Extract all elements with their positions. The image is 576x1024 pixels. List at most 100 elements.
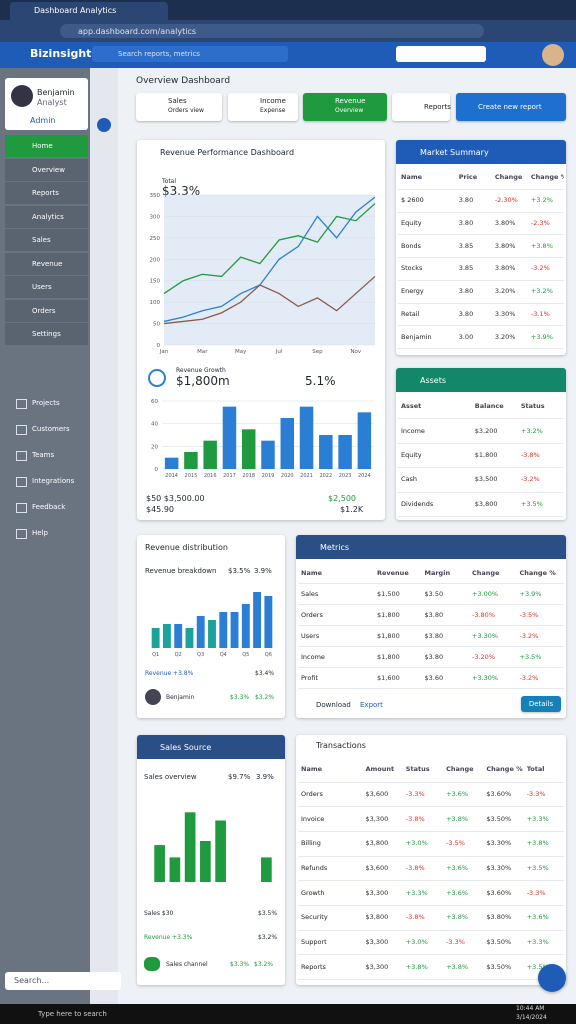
nav-item[interactable] [5,276,88,298]
table-cell: -3.5% [519,610,539,619]
table-cell: +3.0% [405,839,428,848]
taskbar-search[interactable]: Type here to search [38,1010,107,1018]
kpi: 3.9% [256,773,274,781]
table-cell: +3.6% [446,888,469,897]
bar [215,820,226,882]
table-cell: +3.5% [526,863,549,872]
table-cell: 3.85 [458,241,474,250]
nav-item[interactable] [5,158,88,181]
action-button[interactable] [392,93,450,121]
table-cell: +3.9% [530,332,553,341]
table-cell: -3.2% [520,475,540,484]
table-cell: 3.30% [494,309,516,318]
nav-item[interactable] [5,252,88,275]
action-button[interactable] [136,93,222,121]
link[interactable]: Download [316,701,351,709]
panel-title: Sales Source [160,743,212,752]
sidebar-search[interactable] [5,972,121,990]
table-cell: -3.3% [405,789,425,798]
nav-label[interactable]: Teams [32,451,55,459]
nav-item[interactable] [5,135,88,157]
table-cell: Security [301,913,328,922]
action-button[interactable] [303,93,387,121]
y-tick-label: 250 [150,236,161,242]
foot: $3.4% [255,670,275,677]
user-role: Analyst [37,98,67,107]
table-cell: -3.8% [405,863,425,872]
bar [280,418,295,469]
search-box[interactable] [92,46,288,62]
nav-label[interactable]: Help [32,529,48,537]
user-avatar [11,85,33,107]
value: $3.3% [230,694,250,701]
foot: $2,500 [328,494,356,503]
nav-icon [16,425,27,435]
nav-item[interactable] [5,299,88,322]
table-cell: +3.6% [526,913,549,922]
table-cell: $1,800 [377,610,400,619]
tab[interactable] [10,2,168,20]
x-tick-label: Mar [197,349,208,355]
nav-label[interactable]: Feedback [32,503,66,511]
nav-label: Sales [32,236,51,244]
header-field[interactable] [396,46,486,62]
table-cell: Reports [301,962,326,971]
action-button[interactable] [456,93,566,121]
nav-label: Users [32,283,52,291]
sub-title: Revenue Growth [176,367,226,374]
nav-label[interactable]: Integrations [32,477,75,485]
foot: $1.2K [340,505,364,514]
nav-item[interactable] [5,323,88,345]
table-cell: -3.2% [519,631,539,640]
x-tick-label: Q2 [175,652,182,658]
nav-label: Orders [32,306,56,315]
table: Name Revenue Margin Change Change % Sales $1,5… [298,562,564,689]
bar [154,845,165,882]
table-cell: $3,800 [474,499,498,508]
table-cell: $3.50 [424,589,444,598]
bar [169,857,181,882]
bar [222,406,237,469]
fab[interactable] [538,964,566,992]
rail-active[interactable] [97,118,111,132]
table-cell: Billing [301,839,321,848]
nav-icon [16,399,27,409]
nav-label[interactable]: Customers [32,425,70,433]
link[interactable]: Export [360,701,383,709]
bar [208,620,216,648]
kpi-label: Total [162,178,177,185]
nav-label: Settings [32,330,61,338]
table-row: Equity $1,800 -3.8% [398,443,564,469]
sub-kpi: $1,800m [176,374,230,388]
nav-item[interactable] [5,205,88,228]
x-tick-label: 2017 [223,473,236,479]
table-cell: -3.3% [446,937,465,946]
table-row: Bonds 3.85 3.80% +3.8% [398,234,564,258]
x-tick-label: May [235,349,247,355]
user-badge: Admin [30,116,56,125]
icon [144,957,160,971]
table-cell: -3.8% [520,450,540,459]
nav-item[interactable] [5,229,88,251]
column-header: Change % [519,568,556,577]
table-cell: $3.30% [486,839,512,848]
nav-item[interactable] [5,182,88,204]
line-series [163,275,376,325]
table-row: Users $1,800 $3.80 +3.30% -3.2% [298,625,564,647]
button[interactable]: Details [521,696,561,712]
table-cell: $3,600 [365,789,389,798]
panel-metrics [296,535,566,718]
action-button[interactable] [228,93,298,121]
table-cell: -3.2% [519,673,539,682]
column-header: Change % [530,173,564,182]
panel-title: Market Summary [420,148,489,157]
avatar[interactable] [542,44,564,66]
table-cell: 3.80 [458,218,474,227]
bar [184,452,198,469]
table-cell: Bonds [401,241,422,250]
nav-label: Analytics [32,212,64,221]
table-cell: +3.2% [520,426,543,435]
nav-icon [16,477,27,487]
url-box[interactable] [60,24,484,38]
nav-label[interactable]: Projects [32,399,60,407]
